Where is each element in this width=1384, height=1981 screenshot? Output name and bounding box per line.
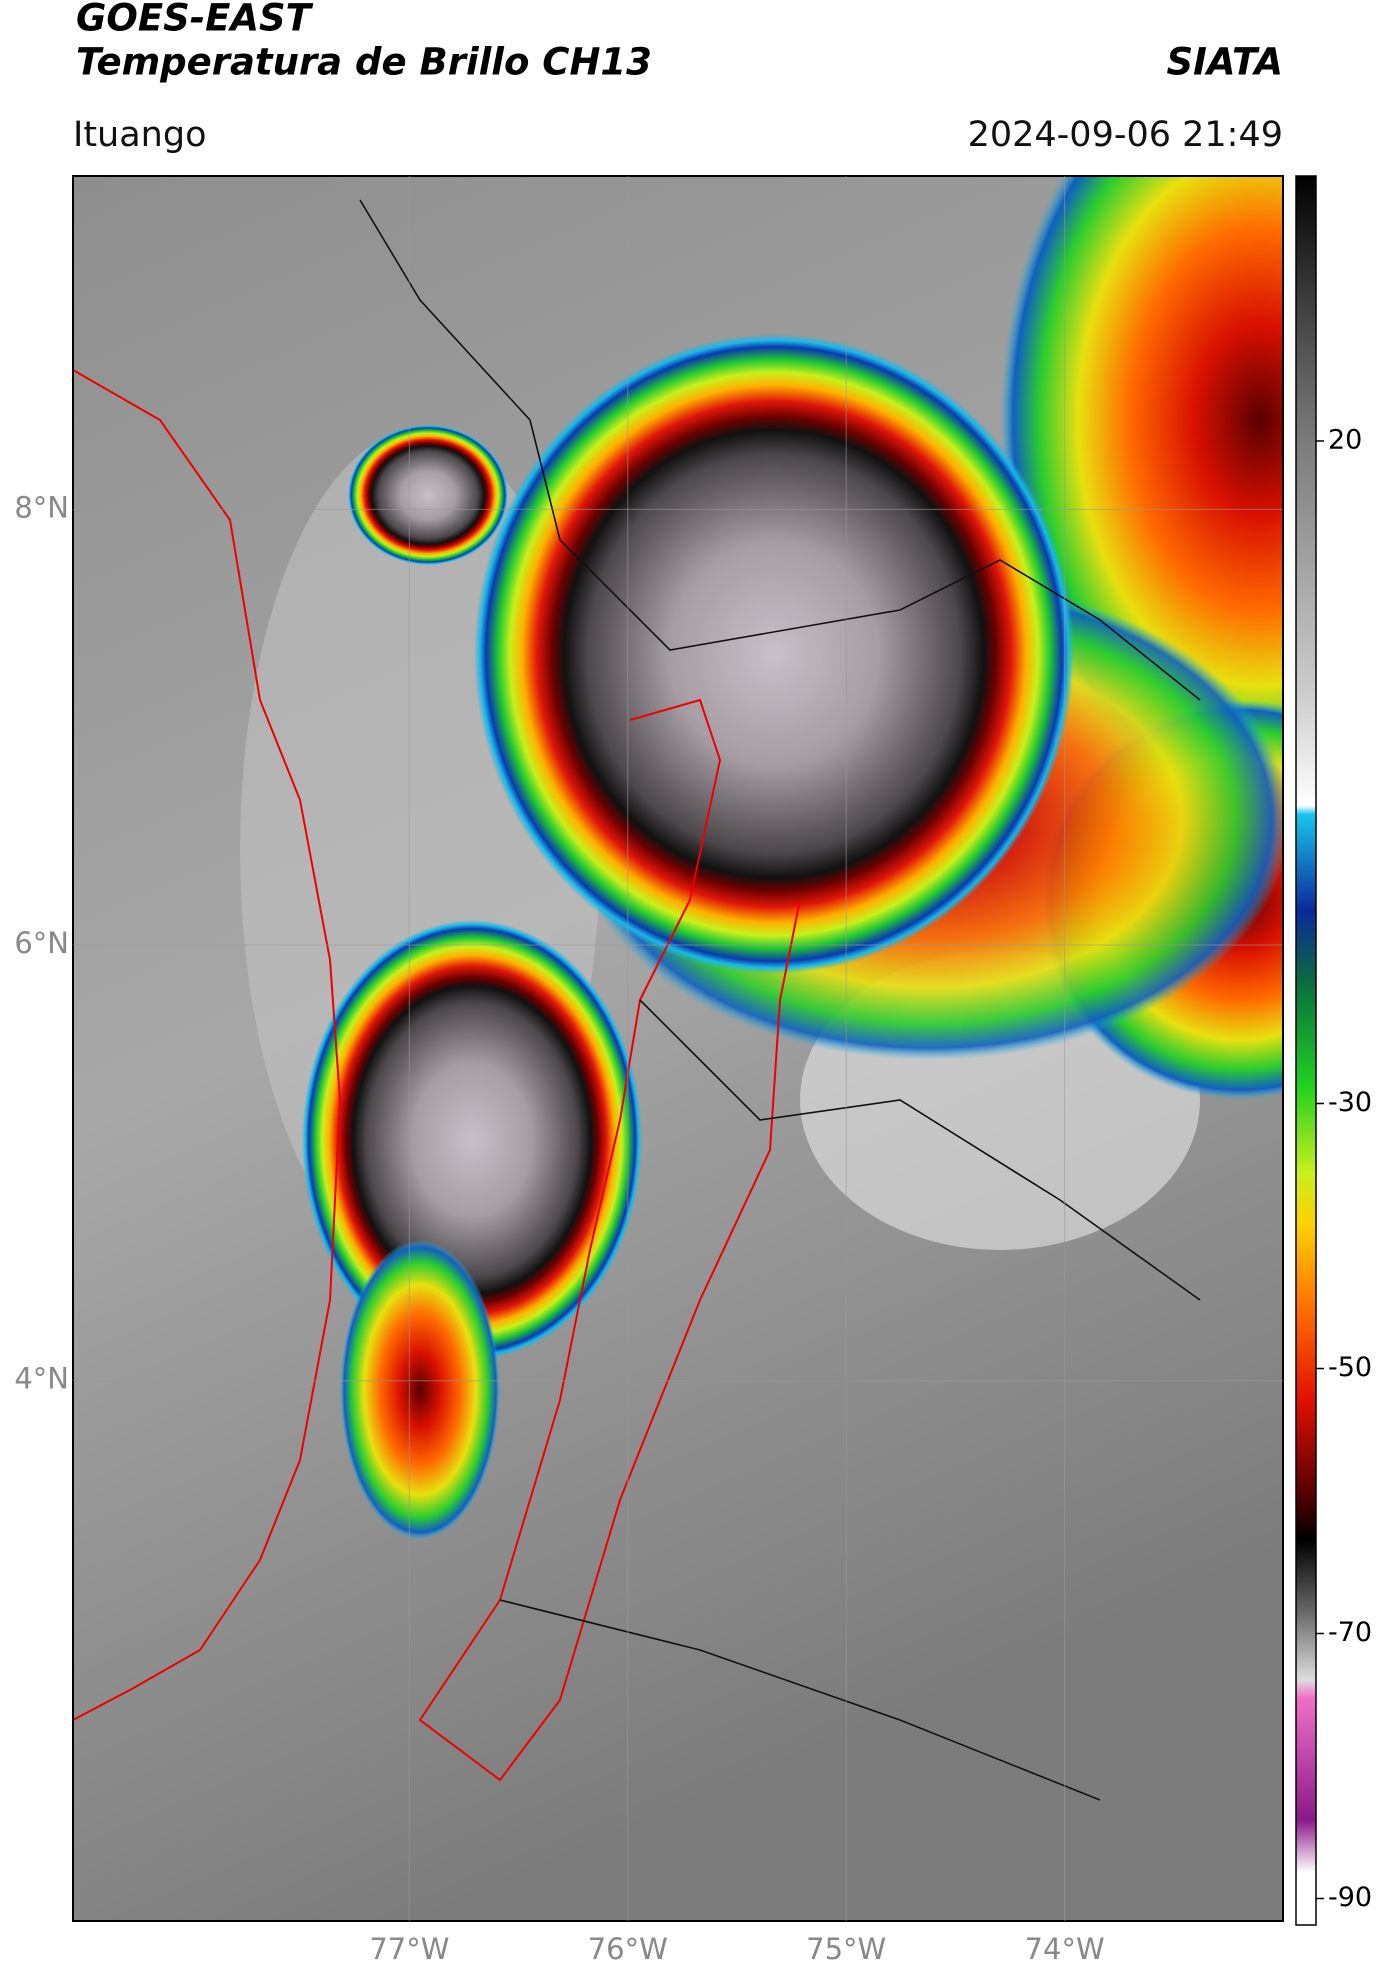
satellite-image	[73, 176, 1283, 1921]
x-tick-label: 77°W	[369, 1932, 449, 1966]
x-tick-label: 74°W	[1025, 1932, 1105, 1966]
colorbar	[1295, 175, 1317, 1926]
y-tick-label: 8°N	[14, 490, 69, 524]
brand: SIATA	[1166, 41, 1283, 84]
location: Ituango	[73, 115, 207, 155]
colorbar-tick-label: 20	[1328, 425, 1362, 456]
map-frame	[72, 175, 1284, 1922]
colorbar-tick-label: -70	[1328, 1617, 1372, 1648]
x-tick-label: 76°W	[588, 1932, 668, 1966]
subtitle: Temperatura de Brillo CH13	[76, 41, 652, 84]
y-tick-label: 4°N	[14, 1362, 69, 1396]
datetime: 2024-09-06 21:49	[968, 115, 1283, 155]
colorbar-tick-label: -30	[1328, 1087, 1372, 1118]
colorbar-tick-label: -90	[1328, 1882, 1372, 1913]
colorbar-tick-label: -50	[1328, 1352, 1372, 1383]
x-tick-label: 75°W	[806, 1932, 886, 1966]
y-tick-label: 6°N	[14, 926, 69, 960]
title: GOES-EAST	[76, 0, 314, 40]
